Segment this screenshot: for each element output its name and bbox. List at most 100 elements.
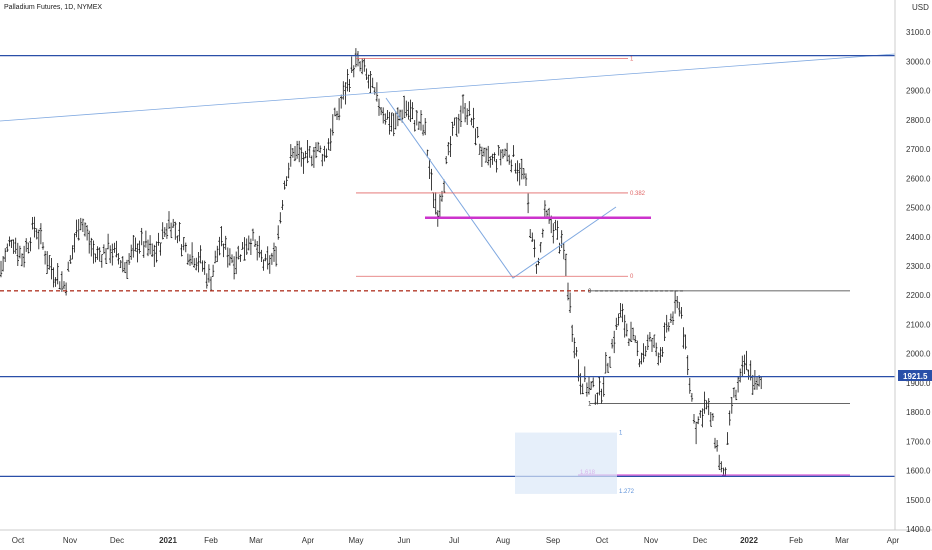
ohlc-bar [83, 222, 87, 237]
ohlc-bar [10, 239, 13, 248]
time-axis[interactable]: Oct Nov Dec 2021 Feb Mar Apr May Jun Jul Aug Sep Oct… [12, 536, 900, 545]
ohlc-bar [375, 82, 379, 102]
ohlc-bar [293, 145, 297, 162]
price-axis[interactable]: 1400.0 1500.0 1600.0 1700.0 1800.0 1900.0 2000… [906, 28, 931, 534]
ohlc-bar [625, 323, 628, 337]
ohlc-bar [209, 276, 213, 292]
ohlc-bar [174, 221, 177, 240]
ohlc-bar [329, 128, 332, 151]
ohlc-bar [631, 327, 635, 341]
ohlc-bar [657, 352, 660, 366]
ohlc-bar [235, 251, 238, 275]
x-tick-label: Oct [12, 536, 25, 545]
x-tick-label: Nov [644, 536, 658, 545]
ohlc-bar [430, 168, 433, 191]
ohlc-bar [760, 376, 763, 390]
ohlc-bar [501, 149, 505, 159]
ohlc-bar [388, 111, 391, 135]
ohlc-bar [634, 335, 637, 343]
ohlc-bar [440, 190, 444, 202]
ohlc-bar [331, 114, 334, 136]
ohlc-bar [4, 248, 7, 263]
ohlc-bar [6, 243, 9, 253]
ohlc-bar [554, 219, 557, 231]
ohlc-bar [537, 257, 540, 266]
x-tick-label: Sep [546, 536, 561, 545]
ohlc-bar [673, 291, 677, 314]
ohlc-bar [434, 192, 437, 215]
ohlc-bar [741, 355, 744, 377]
ohlc-bar [415, 110, 418, 126]
ohlc-bar [382, 107, 385, 124]
ohlc-bar [138, 240, 141, 254]
ohlc-bar [419, 110, 423, 131]
x-tick-label: 2021 [159, 536, 177, 545]
ohlc-bar [371, 77, 374, 89]
ohlc-bar [151, 243, 154, 257]
ohlc-bar [573, 337, 576, 359]
ohlc-bar [18, 245, 22, 259]
ohlc-bar [728, 410, 731, 426]
ohlc-bar [272, 242, 276, 262]
ohlc-bar [711, 413, 715, 421]
ohlc-bar [709, 411, 712, 427]
ohlc-bar [747, 369, 750, 380]
ohlc-bar [445, 156, 448, 165]
ohlc-bar [646, 334, 649, 351]
ohlc-bar [319, 145, 322, 153]
ohlc-bar [455, 116, 458, 137]
ohlc-bar [640, 352, 643, 365]
ohlc-bar [417, 121, 421, 130]
ohlc-bar [365, 68, 368, 80]
projection-box-top-label: 1 [619, 431, 623, 437]
ohlc-bar [558, 242, 561, 254]
ohlc-bar [333, 107, 337, 117]
ohlc-bar [50, 258, 53, 280]
ohlc-bar [216, 245, 219, 263]
ohlc-bar [142, 241, 145, 258]
ohlc-bar [182, 237, 185, 251]
ohlc-bar [505, 142, 509, 162]
ohlc-bar [604, 352, 607, 374]
ohlc-bar [684, 334, 687, 350]
ohlc-bar [113, 242, 116, 253]
ohlc-bar [180, 244, 183, 257]
ohlc-bar [302, 152, 305, 174]
ohlc-bar [300, 147, 303, 167]
ohlc-bar [94, 253, 97, 263]
ohlc-bar [644, 346, 647, 357]
ohlc-bar [472, 107, 475, 129]
ohlc-bar [470, 117, 473, 126]
ohlc-bar [274, 246, 278, 267]
ohlc-bar [203, 260, 206, 275]
ohlc-bar [623, 314, 626, 338]
y-tick-label: 2700.0 [906, 145, 931, 154]
ohlc-bar [407, 101, 410, 120]
ohlc-bar [451, 121, 454, 136]
ohlc-bar [476, 126, 479, 139]
ohlc-bar [692, 413, 696, 424]
ohlc-bar [367, 74, 370, 89]
ohlc-bar [413, 120, 416, 132]
ohlc-bar [734, 389, 738, 401]
ohlc-bar [123, 262, 127, 274]
ohlc-bar [281, 200, 284, 211]
ohlc-bar [31, 217, 34, 230]
ohlc-bar [243, 237, 246, 261]
ohlc-bar [648, 332, 652, 342]
ohlc-bar [8, 236, 11, 247]
ohlc-bar [52, 267, 55, 288]
ohlc-bar [615, 317, 618, 330]
ohlc-bar [585, 382, 589, 397]
ohlc-bar [69, 255, 72, 264]
ohlc-bar [663, 322, 666, 342]
ohlc-bar [386, 109, 389, 120]
ohlc-bar [60, 271, 64, 292]
ohlc-bar [497, 145, 500, 156]
ohlc-bar [447, 142, 450, 156]
ohlc-bar [361, 58, 364, 75]
ohlc-bar [12, 239, 15, 254]
ohlc-bar [547, 207, 551, 224]
ohlc-bar [678, 302, 681, 317]
